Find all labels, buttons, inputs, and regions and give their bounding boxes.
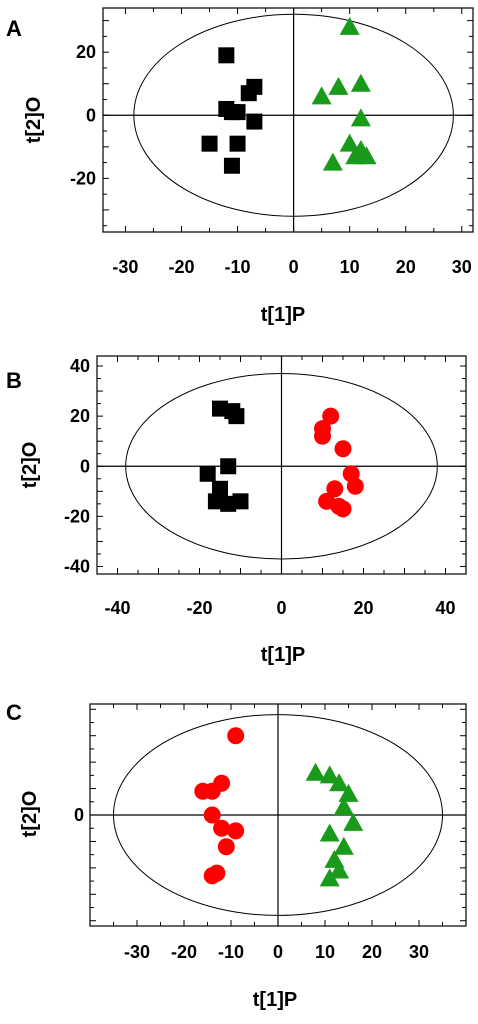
data-point-triangle — [350, 108, 371, 127]
data-point-square — [232, 493, 249, 510]
x-tick-label: 20 — [353, 598, 373, 618]
data-point-square — [212, 400, 228, 417]
data-point-triangle — [319, 765, 340, 784]
data-point-triangle — [343, 812, 364, 831]
data-point-triangle — [328, 76, 349, 95]
x-tick-label: 0 — [273, 942, 283, 962]
data-point-triangle — [329, 773, 350, 792]
data-point-triangle — [333, 836, 354, 855]
data-point-square — [199, 465, 216, 482]
data-point-square — [246, 113, 263, 130]
data-point-triangle — [356, 146, 377, 165]
data-point-square — [223, 157, 240, 174]
x-tick-label: 10 — [315, 942, 335, 962]
y-axis-label: t[2]O — [23, 97, 45, 144]
x-tick-label: 10 — [340, 257, 360, 277]
chart-panel-b: -40 -20 0 20 40 40 20 0 -20 -40 t[1]P t[2]O B — [6, 355, 467, 666]
x-tick-label: -40 — [104, 598, 130, 618]
data-point-square — [228, 408, 245, 425]
x-tick-label: -10 — [225, 257, 251, 277]
data-point-circle — [326, 480, 344, 498]
chart-panel-c: -30 -20 -10 0 10 20 30 0 t[1]P t[2]O C — [6, 700, 467, 1011]
x-axis-label: t[1]P — [261, 304, 305, 326]
x-tick-label: 20 — [362, 942, 382, 962]
x-tick-label: -30 — [124, 942, 150, 962]
data-point-square — [201, 135, 218, 152]
data-point-square — [212, 480, 228, 497]
chart-panel-a: -30 -20 -10 0 10 20 30 20 0 -20 t[1]P t[2]O A — [6, 7, 474, 326]
data-point-triangle — [339, 133, 360, 152]
data-point-triangle — [319, 823, 340, 842]
y-tick-label: 0 — [80, 456, 90, 476]
data-point-circle — [334, 500, 352, 518]
data-point-triangle — [311, 86, 332, 105]
y-tick-label: 20 — [76, 42, 96, 62]
panel-label: C — [6, 700, 22, 725]
data-point-triangle — [350, 73, 371, 92]
x-tick-label: 40 — [435, 598, 455, 618]
data-point-square — [207, 493, 224, 510]
data-point-triangle — [329, 860, 350, 879]
data-point-triangle — [319, 868, 340, 887]
x-tick-label: 20 — [396, 257, 416, 277]
data-point-circle — [346, 477, 364, 495]
y-axis-label: t[2]O — [19, 442, 41, 489]
data-point-circle — [227, 822, 245, 840]
x-tick-label: -20 — [171, 942, 197, 962]
data-point-square — [220, 458, 237, 475]
x-tick-label: 0 — [289, 257, 299, 277]
x-axis-label: t[1]P — [261, 644, 305, 666]
y-tick-label: -40 — [64, 556, 90, 576]
y-tick-label: 20 — [70, 406, 90, 426]
data-point-circle — [334, 440, 352, 458]
y-tick-label: 40 — [70, 356, 90, 376]
data-point-circle — [314, 427, 331, 445]
data-point-circle — [227, 727, 245, 745]
data-point-square — [229, 135, 246, 152]
y-tick-label: -20 — [70, 168, 96, 188]
data-point-square — [246, 78, 263, 95]
data-point-circle — [217, 838, 235, 856]
data-point-circle — [213, 819, 231, 837]
data-point-triangle — [322, 152, 343, 171]
x-tick-label: -10 — [218, 942, 244, 962]
panel-label: A — [6, 16, 22, 41]
data-point-triangle — [333, 797, 354, 816]
data-point-square — [220, 495, 237, 512]
y-tick-label: 0 — [86, 105, 96, 125]
data-point-triangle — [338, 783, 359, 802]
y-tick-label: 0 — [74, 805, 84, 825]
data-point-square — [229, 104, 246, 121]
x-axis-label: t[1]P — [253, 989, 297, 1011]
data-point-circle — [322, 407, 340, 425]
x-tick-label: -20 — [186, 598, 212, 618]
data-point-circle — [203, 782, 221, 800]
data-point-square — [218, 47, 235, 64]
y-tick-label: -20 — [64, 506, 90, 526]
confidence-ellipse — [125, 373, 438, 560]
x-tick-label: 30 — [409, 942, 429, 962]
data-point-circle — [203, 806, 221, 824]
data-point-circle — [208, 864, 226, 882]
confidence-ellipse — [113, 714, 443, 916]
panel-label: B — [6, 368, 22, 393]
plot-frame — [102, 7, 474, 233]
x-tick-label: 0 — [276, 598, 286, 618]
y-axis-label: t[2]O — [19, 791, 41, 838]
x-tick-label: -30 — [112, 257, 138, 277]
x-tick-label: -20 — [168, 257, 194, 277]
data-point-triangle — [305, 762, 326, 781]
confidence-ellipse — [133, 13, 454, 217]
x-tick-label: 30 — [452, 257, 472, 277]
data-point-triangle — [339, 16, 360, 35]
